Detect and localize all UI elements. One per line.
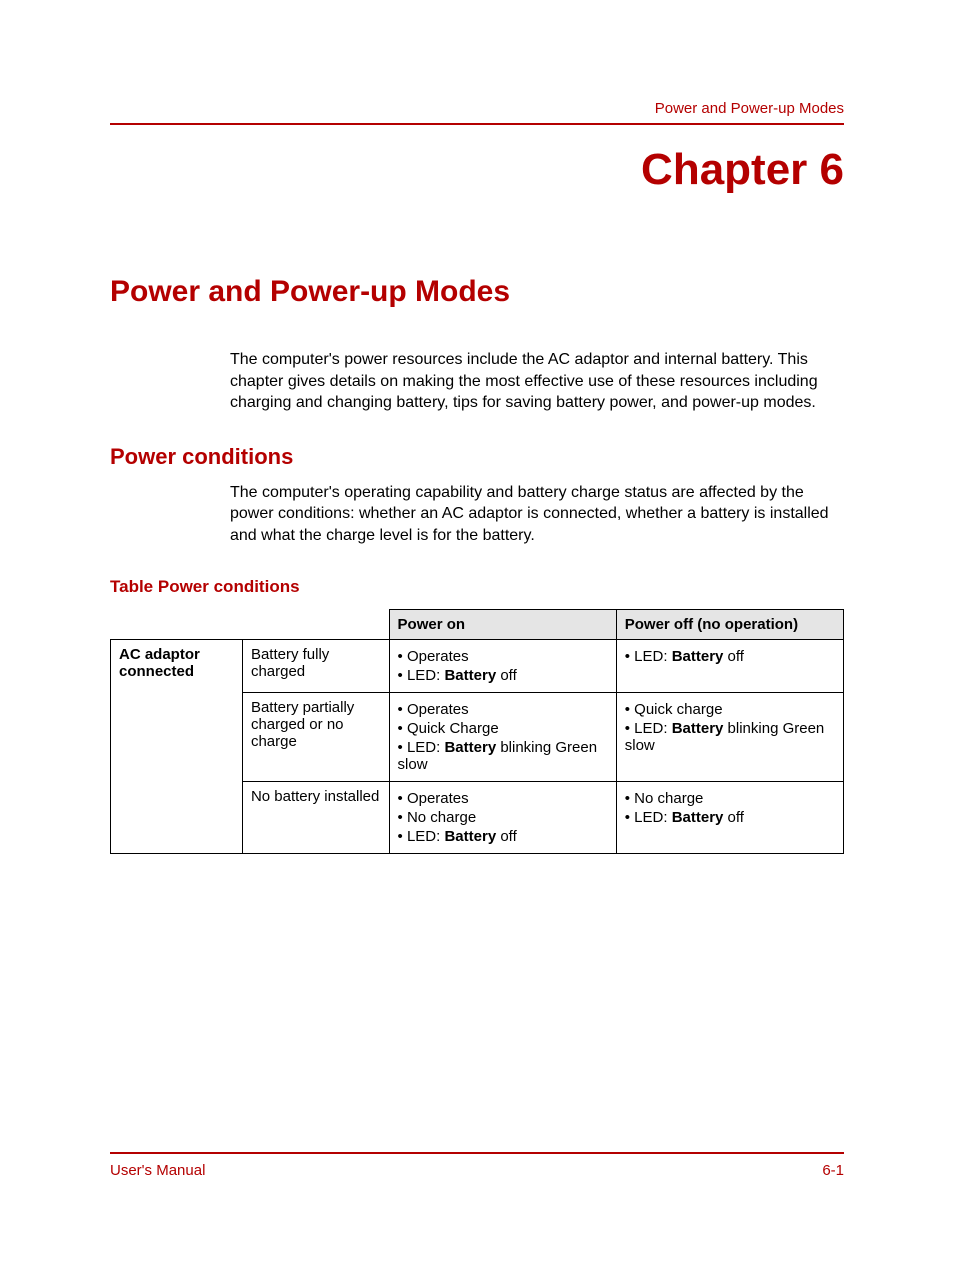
- table-row: AC adaptor connected Battery fully charg…: [111, 639, 844, 692]
- cell-state: Battery fully charged: [242, 639, 389, 692]
- cell-power-off: • Quick charge • LED: Battery blinking G…: [616, 692, 843, 781]
- footer-rule: [110, 1152, 844, 1154]
- row-group-label: AC adaptor connected: [111, 639, 243, 853]
- cell-state: Battery partially charged or no charge: [242, 692, 389, 781]
- table-caption: Table Power conditions: [110, 577, 844, 597]
- cell-power-on: • Operates • No charge • LED: Battery of…: [389, 781, 616, 853]
- footer-left: User's Manual: [110, 1162, 205, 1179]
- intro-paragraph: The computer's power resources include t…: [230, 349, 844, 414]
- document-page: Power and Power-up Modes Chapter 6 Power…: [0, 0, 954, 1279]
- subsection-title: Power conditions: [110, 444, 844, 470]
- header-rule: [110, 123, 844, 125]
- page-header-right: Power and Power-up Modes: [110, 100, 844, 117]
- cell-power-on: • Operates • Quick Charge • LED: Battery…: [389, 692, 616, 781]
- page-footer: User's Manual 6-1: [110, 1152, 844, 1179]
- chapter-label: Chapter 6: [110, 145, 844, 195]
- subsection-paragraph: The computer's operating capability and …: [230, 482, 844, 547]
- footer-right: 6-1: [822, 1162, 844, 1179]
- table-header-power-off: Power off (no operation): [616, 609, 843, 639]
- table-header-blank: [111, 609, 390, 639]
- power-conditions-table: Power on Power off (no operation) AC ada…: [110, 609, 844, 854]
- cell-state: No battery installed: [242, 781, 389, 853]
- table-header-power-on: Power on: [389, 609, 616, 639]
- cell-power-off: • No charge • LED: Battery off: [616, 781, 843, 853]
- table-header-row: Power on Power off (no operation): [111, 609, 844, 639]
- cell-power-on: • Operates • LED: Battery off: [389, 639, 616, 692]
- cell-power-off: • LED: Battery off: [616, 639, 843, 692]
- section-title: Power and Power-up Modes: [110, 275, 844, 309]
